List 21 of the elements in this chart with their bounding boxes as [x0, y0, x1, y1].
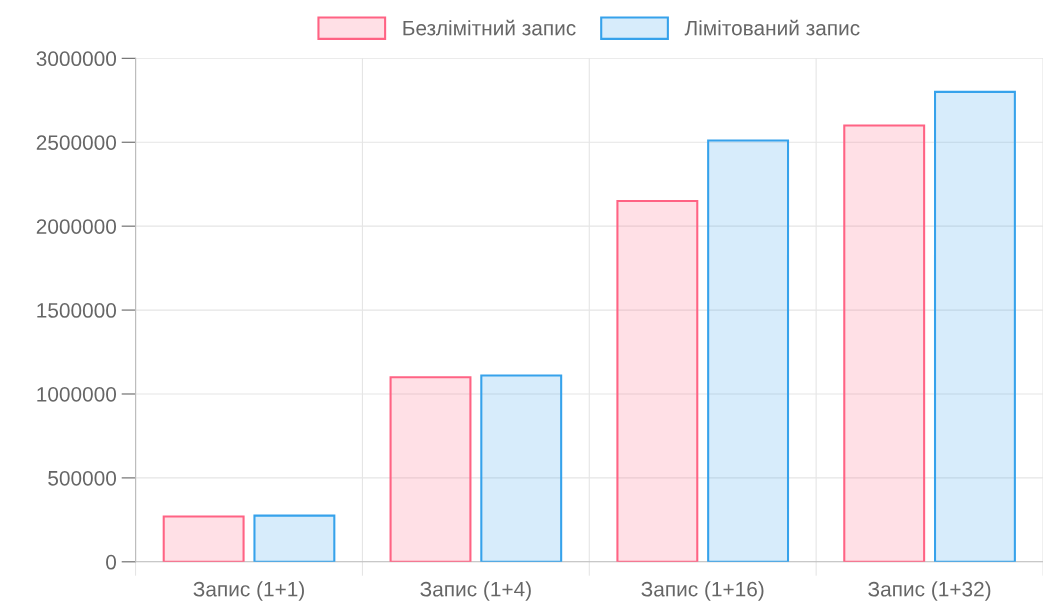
legend-label: Безлімітний запис — [403, 19, 576, 36]
y-tick-label: 1000000 — [37, 386, 117, 402]
bar — [162, 515, 245, 562]
x-tick-label: Запис (1+4) — [420, 581, 531, 601]
x-tick-label: Запис (1+32) — [868, 581, 991, 601]
bar — [480, 374, 563, 562]
bar — [253, 514, 336, 562]
bar — [616, 199, 699, 562]
legend-label: Лімітований запис — [684, 19, 860, 36]
y-tick-label: 2000000 — [36, 219, 117, 234]
y-tick-label: 0 — [106, 554, 117, 570]
y-tick-label: 500000 — [48, 470, 117, 486]
y-tick-label: 1500000 — [37, 303, 117, 318]
bar — [843, 124, 926, 562]
x-tick-label: Запис (1+1) — [193, 581, 304, 601]
bar — [389, 376, 472, 562]
bar — [707, 139, 790, 562]
y-tick-label: 3000000 — [36, 51, 117, 67]
bar — [933, 90, 1016, 562]
x-tick-label: Запис (1+16) — [641, 581, 764, 601]
y-tick-label: 2500000 — [36, 135, 117, 150]
